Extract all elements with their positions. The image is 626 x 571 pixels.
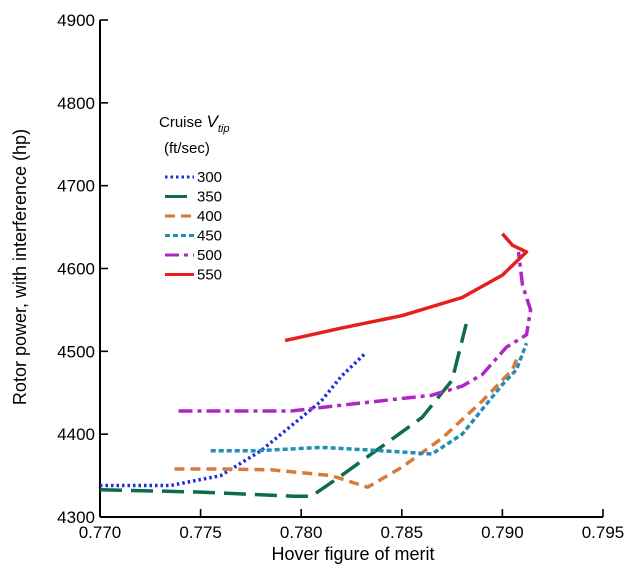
y-tick-label: 4300 — [57, 508, 95, 527]
legend-title-main: Cruise — [159, 114, 207, 131]
legend-label-300: 300 — [197, 169, 222, 186]
y-axis-label: Rotor power, with interference (hp) — [10, 129, 30, 405]
axes: 0.770 0.775 0.780 0.785 0.790 0.795 4300 4400 45… — [57, 11, 624, 542]
y-tick-label: 4700 — [57, 177, 95, 196]
y-tick-label: 4400 — [57, 425, 95, 444]
series-lines — [99, 232, 533, 499]
legend-label-350: 350 — [197, 189, 222, 206]
series-line-500 — [178, 251, 533, 413]
y-tick-label: 4600 — [57, 260, 95, 279]
legend-title-var: V — [207, 112, 220, 131]
y-tick-label: 4500 — [57, 342, 95, 361]
x-tick-label: 0.790 — [481, 523, 524, 542]
x-tick-label: 0.780 — [280, 523, 323, 542]
y-tick-label: 4900 — [57, 11, 95, 30]
legend-title: Cruise Vtip — [159, 112, 229, 135]
legend-units: (ft/sec) — [164, 140, 210, 157]
legend-label-400: 400 — [197, 208, 222, 225]
series-line-550 — [284, 232, 529, 343]
x-tick-label: 0.785 — [381, 523, 424, 542]
legend: Cruise Vtip (ft/sec) 300 350 400 450 500 550 — [159, 112, 229, 284]
x-tick-label: 0.770 — [79, 523, 122, 542]
legend-label-500: 500 — [197, 247, 222, 264]
legend-label-550: 550 — [197, 267, 222, 284]
legend-label-450: 450 — [197, 228, 222, 245]
series-line-300 — [100, 351, 367, 488]
legend-title-sub: tip — [218, 123, 230, 135]
x-axis-label: Hover figure of merit — [271, 544, 434, 564]
y-tick-label: 4800 — [57, 94, 95, 113]
x-tick-label: 0.775 — [179, 523, 222, 542]
series-line-450 — [210, 342, 529, 456]
x-tick-label: 0.795 — [582, 523, 625, 542]
series-line-400 — [174, 358, 519, 489]
